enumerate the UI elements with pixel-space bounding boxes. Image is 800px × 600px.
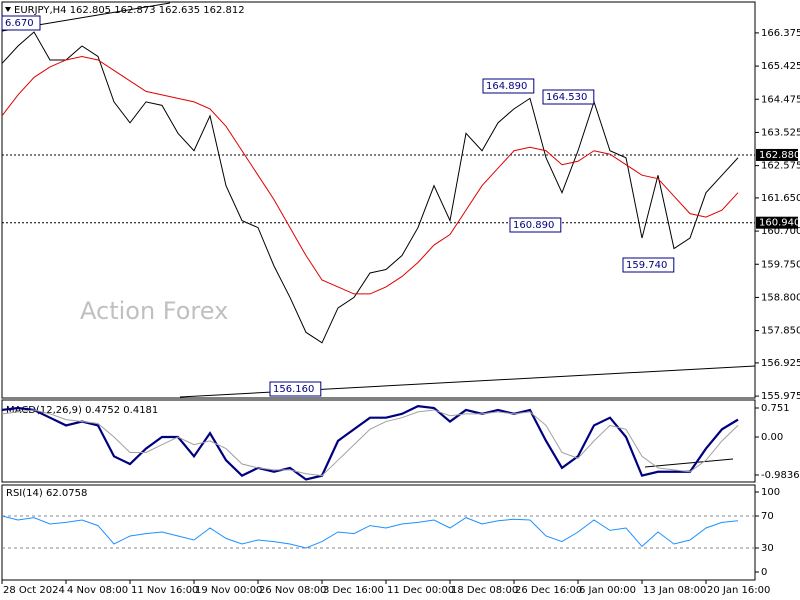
annotation-box	[1, 15, 41, 31]
price-tag	[756, 148, 798, 161]
annotation: 6.670	[5, 18, 34, 29]
x-tick-label: 20 Jan 16:00	[707, 585, 770, 596]
series-line	[1, 515, 739, 549]
x-tick-label: 13 Jan 08:00	[643, 585, 706, 596]
y-tick-label: 159.750	[761, 259, 800, 270]
x-tick-label: 28 Oct 2024	[3, 585, 65, 596]
price-tag-label: 160.940	[759, 218, 800, 229]
x-tick-label: 11 Dec 00:00	[387, 585, 454, 596]
x-tick-label: 3 Dec 16:00	[323, 585, 384, 596]
annotation-box	[482, 78, 535, 94]
rsi-title: RSI(14) 62.0758	[6, 488, 87, 499]
y-tick-label: 156.925	[761, 358, 800, 369]
y-tick-label: 162.575	[761, 161, 800, 172]
series-line	[1, 31, 739, 344]
y-tick-label: 157.850	[761, 326, 800, 337]
annotation: 156.160	[273, 384, 314, 395]
annotation: 160.890	[513, 220, 554, 231]
annotation-box	[509, 217, 562, 233]
watermark: Action Forex	[80, 297, 228, 325]
y-tick-label: 0	[761, 567, 767, 578]
x-tick-label: 19 Nov 00:00	[195, 585, 262, 596]
price-panel	[1, 1, 756, 399]
y-tick-label: 164.475	[761, 94, 800, 105]
price-tag-label: 162.880	[759, 150, 800, 161]
y-tick-label: 163.525	[761, 127, 800, 138]
y-tick-label: 161.650	[761, 193, 800, 204]
annotation: 159.740	[626, 260, 667, 271]
y-tick-label: 155.975	[761, 391, 800, 402]
annotation-box	[542, 89, 595, 105]
annotation-box	[269, 381, 322, 397]
x-tick-label: 6 Jan 00:00	[579, 585, 636, 596]
x-tick-label: 4 Nov 08:00	[67, 585, 128, 596]
price-tag	[756, 216, 798, 229]
macd-panel	[1, 399, 756, 483]
series-line	[1, 404, 739, 481]
trendline	[644, 458, 734, 468]
y-tick-label: 0.00	[761, 432, 783, 443]
y-tick-label: 158.800	[761, 292, 800, 303]
x-tick-label: 18 Dec 08:00	[451, 585, 518, 596]
y-tick-label: 165.425	[761, 61, 800, 72]
annotation: 164.890	[486, 81, 527, 92]
y-tick-label: 70	[761, 511, 774, 522]
x-tick-label: 26 Dec 16:00	[515, 585, 582, 596]
rsi-panel	[1, 484, 756, 581]
annotation-box	[622, 257, 675, 273]
y-tick-label: -0.9836	[761, 470, 800, 481]
y-tick-label: 160.700	[761, 226, 800, 237]
menu-arrow[interactable]	[5, 7, 11, 12]
series-line	[1, 409, 739, 477]
x-tick-label: 26 Nov 08:00	[259, 585, 326, 596]
annotation: 164.530	[546, 92, 587, 103]
y-tick-label: 0.751	[761, 403, 790, 414]
chart-title: EURJPY,H4 162.805 162.873 162.635 162.81…	[14, 5, 245, 16]
macd-title: MACD(12,26,9) 0.4752 0.4181	[6, 405, 158, 416]
y-tick-label: 30	[761, 543, 774, 554]
series-line	[1, 55, 739, 295]
y-tick-label: 100	[761, 487, 780, 498]
x-tick-label: 11 Nov 16:00	[131, 585, 198, 596]
y-tick-label: 166.375	[761, 28, 800, 39]
